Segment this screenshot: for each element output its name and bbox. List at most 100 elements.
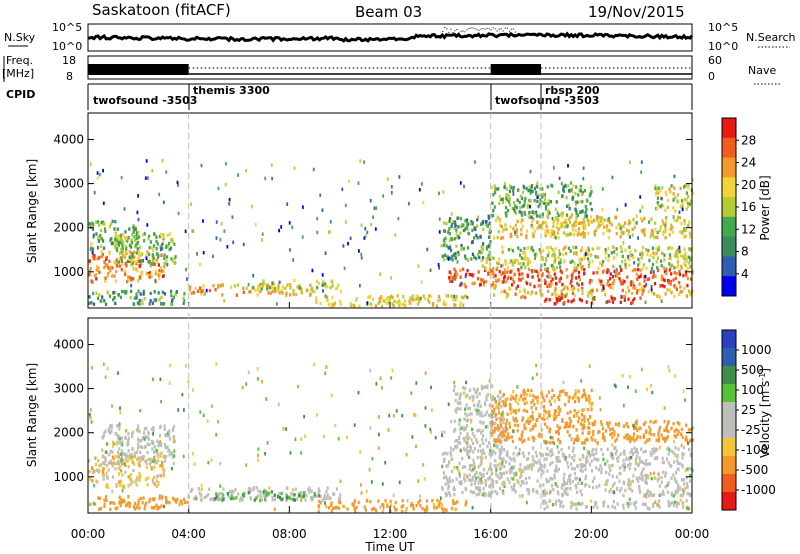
echo-cell: [660, 196, 663, 201]
echo-cell: [529, 415, 532, 419]
echo-cell: [652, 255, 655, 260]
echo-cell: [468, 407, 471, 411]
echo-cell: [484, 266, 487, 270]
echo-cell: [553, 268, 556, 272]
echo-cell: [144, 503, 147, 508]
echo-cell: [519, 463, 522, 467]
echo-cell: [562, 185, 565, 189]
echo-cell: [550, 484, 554, 488]
echo-cell: [124, 470, 127, 474]
echo-cell: [474, 479, 477, 483]
echo-cell: [657, 436, 661, 441]
echo-cell: [570, 462, 573, 466]
echo-cell: [608, 421, 611, 425]
echo-cell: [479, 420, 482, 424]
echo-cell: [660, 299, 663, 303]
echo-cell: [629, 437, 632, 441]
echo-cell: [646, 387, 648, 392]
echo-cell: [136, 503, 139, 507]
echo-cell: [156, 474, 159, 479]
echo-cell: [529, 260, 532, 265]
echo-cell: [550, 229, 553, 233]
echo-cell: [171, 239, 174, 244]
echo-cell: [411, 435, 414, 439]
echo-cell: [293, 166, 296, 171]
echo-cell: [589, 215, 592, 219]
echo-cell: [480, 452, 484, 456]
echo-cell: [133, 228, 136, 233]
echo-cell: [676, 249, 679, 253]
echo-cell: [667, 246, 670, 251]
colorbar-tick-label: -100: [741, 443, 768, 457]
echo-cell: [152, 432, 154, 436]
echo-cell: [354, 498, 356, 503]
echo-cell: [388, 413, 391, 418]
echo-cell: [155, 247, 158, 251]
echo-cell: [470, 463, 473, 468]
echo-cell: [121, 246, 124, 250]
echo-cell: [667, 499, 670, 504]
echo-cell: [526, 409, 529, 414]
echo-cell: [165, 245, 168, 249]
echo-cell: [653, 456, 657, 461]
echo-cell: [163, 459, 167, 463]
echo-cell: [491, 490, 494, 494]
echo-cell: [552, 414, 556, 418]
echo-cell: [166, 500, 169, 504]
echo-cell: [622, 224, 625, 228]
echo-cell: [415, 294, 418, 298]
echo-cell: [579, 210, 582, 214]
echo-cell: [384, 499, 387, 503]
echo-cell: [543, 408, 546, 413]
echo-cell: [655, 207, 658, 211]
echo-cell: [504, 259, 507, 263]
echo-cell: [488, 257, 491, 262]
echo-cell: [219, 237, 222, 242]
echo-cell: [548, 479, 551, 483]
echo-cell: [624, 433, 628, 438]
echo-cell: [662, 230, 665, 234]
echo-cell: [159, 245, 162, 249]
echo-cell: [476, 224, 479, 228]
echo-cell: [465, 403, 468, 407]
echo-cell: [480, 481, 483, 485]
echo-cell: [155, 461, 158, 465]
echo-cell: [471, 441, 475, 446]
echo-cell: [526, 281, 529, 286]
echo-cell: [252, 274, 255, 278]
echo-cell: [294, 437, 297, 442]
echo-cell: [122, 452, 126, 456]
echo-cell: [478, 255, 481, 259]
echo-cell: [657, 433, 660, 437]
echo-cell: [290, 492, 293, 496]
echo-cell: [619, 235, 622, 239]
echo-cell: [514, 211, 517, 216]
freq-unit-label: [MHz]: [2, 67, 34, 80]
echo-cell: [171, 299, 173, 304]
echo-cell: [557, 213, 560, 218]
echo-cell: [374, 227, 377, 231]
echo-cell: [521, 430, 524, 434]
echo-cell: [151, 246, 154, 250]
echo-cell: [547, 390, 550, 394]
echo-cell: [674, 209, 677, 213]
echo-cell: [502, 417, 505, 421]
echo-cell: [425, 505, 428, 509]
echo-cell: [623, 298, 626, 302]
echo-cell: [388, 298, 391, 302]
echo-cell: [181, 392, 184, 397]
echo-cell: [505, 279, 508, 284]
echo-cell: [620, 282, 623, 286]
echo-cell: [160, 451, 163, 455]
echo-cell: [337, 506, 341, 510]
echo-cell: [319, 494, 322, 498]
echo-cell: [597, 430, 600, 435]
echo-cell: [351, 502, 354, 506]
echo-cell: [584, 210, 587, 215]
echo-cell: [454, 427, 457, 432]
echo-cell: [452, 447, 455, 452]
echo-cell: [662, 437, 665, 441]
echo-cell: [94, 220, 97, 224]
echo-cell: [111, 475, 115, 479]
echo-cell: [540, 468, 543, 473]
